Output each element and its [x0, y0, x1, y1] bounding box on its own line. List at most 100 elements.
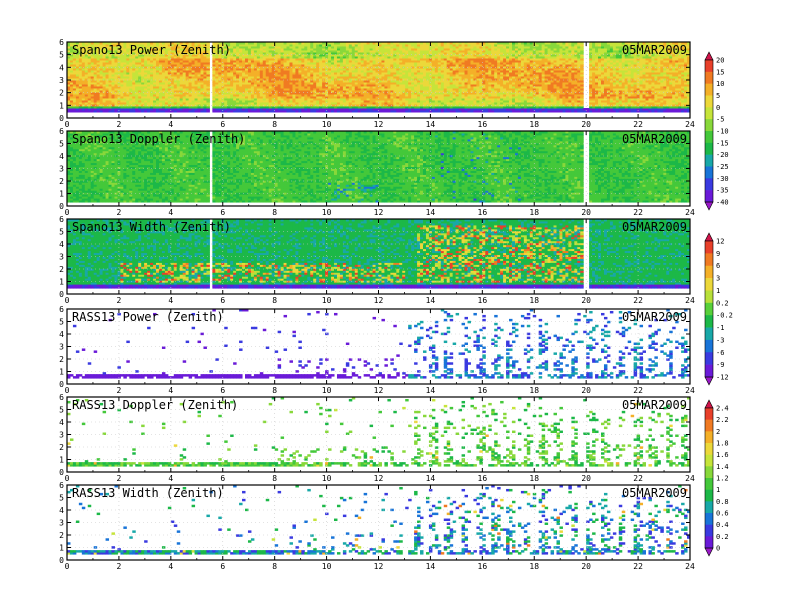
heatmap-cell — [188, 50, 193, 53]
heatmap-cell — [339, 98, 344, 101]
heatmap-cell — [336, 84, 341, 87]
heatmap-cell — [387, 72, 391, 75]
heatmap-cell — [99, 94, 104, 97]
heatmap-cell — [390, 44, 394, 47]
heatmap-cell — [363, 94, 368, 97]
heatmap-cell — [135, 74, 139, 77]
heatmap-cell — [425, 56, 430, 59]
heatmap-cell — [482, 104, 486, 107]
heatmap-cell — [78, 66, 83, 69]
heatmap-cell — [253, 76, 258, 79]
heatmap-cell — [212, 106, 216, 109]
heatmap-cell — [369, 96, 374, 99]
heatmap-cell — [274, 66, 279, 69]
heatmap-cell — [399, 72, 403, 75]
heatmap-cell — [360, 64, 365, 67]
heatmap-cell — [319, 50, 323, 53]
heatmap-cell — [102, 58, 107, 61]
heatmap-cell — [203, 78, 207, 81]
heatmap-cell — [458, 74, 463, 77]
heatmap-cell — [144, 50, 148, 53]
heatmap-cell — [111, 60, 115, 63]
heatmap-cell — [69, 54, 74, 57]
heatmap-cell — [144, 92, 148, 95]
heatmap-cell — [488, 48, 492, 51]
heatmap-cell — [132, 110, 136, 113]
heatmap-cell — [354, 90, 359, 93]
heatmap-cell — [147, 106, 151, 109]
heatmap-cell — [304, 78, 308, 81]
heatmap-cell — [375, 48, 379, 51]
heatmap-cell — [179, 44, 184, 47]
heatmap-cell — [286, 90, 290, 93]
heatmap-cell — [212, 42, 216, 45]
heatmap-cell — [431, 104, 436, 107]
heatmap-cell — [84, 104, 89, 107]
heatmap-cell — [250, 102, 255, 105]
heatmap-cell — [197, 82, 201, 85]
heatmap-cell — [482, 72, 486, 75]
heatmap-cell — [423, 78, 427, 81]
heatmap-cell — [328, 100, 332, 103]
heatmap-cell — [144, 62, 148, 65]
heatmap-cell — [360, 102, 365, 105]
heatmap-cell — [316, 84, 320, 87]
heatmap-cell — [277, 96, 282, 99]
heatmap-cell — [342, 94, 347, 97]
heatmap-cell — [431, 72, 436, 75]
heatmap-cell — [488, 90, 492, 93]
heatmap-cell — [411, 90, 415, 93]
heatmap-cell — [313, 106, 317, 109]
heatmap-cell — [298, 106, 302, 109]
heatmap-cell — [328, 94, 332, 97]
heatmap-cell — [334, 80, 338, 83]
heatmap-cell — [253, 102, 258, 105]
heatmap-cell — [336, 90, 341, 93]
heatmap-cell — [102, 88, 107, 91]
heatmap-cell — [428, 98, 433, 101]
heatmap-cell — [414, 90, 418, 93]
heatmap-cell — [164, 50, 169, 53]
heatmap-cell — [289, 56, 293, 59]
heatmap-cell — [316, 76, 320, 79]
heatmap-cell — [313, 110, 317, 113]
heatmap-cell — [488, 60, 492, 63]
heatmap-cell — [242, 74, 246, 77]
heatmap-cell — [150, 86, 154, 89]
heatmap-cell — [307, 92, 311, 95]
heatmap-cell — [491, 108, 495, 111]
heatmap-cell — [381, 80, 385, 83]
heatmap-cell — [126, 90, 130, 93]
heatmap-cell — [239, 66, 243, 69]
heatmap-cell — [233, 82, 237, 85]
heatmap-cell — [156, 80, 160, 83]
heatmap-cell — [191, 108, 196, 111]
heatmap-cell — [221, 88, 225, 91]
heatmap-cell — [117, 98, 121, 101]
heatmap-cell — [271, 110, 276, 113]
heatmap-cell — [425, 50, 430, 53]
heatmap-cell — [360, 42, 365, 45]
heatmap-cell — [348, 62, 353, 65]
heatmap-cell — [87, 94, 92, 97]
heatmap-cell — [345, 102, 350, 105]
heatmap-cell — [334, 92, 338, 95]
heatmap-cell — [126, 52, 130, 55]
heatmap-cell — [301, 60, 305, 63]
heatmap-cell — [96, 102, 101, 105]
heatmap-cell — [354, 62, 359, 65]
heatmap-cell — [224, 80, 228, 83]
heatmap-cell — [425, 68, 430, 71]
heatmap-cell — [351, 68, 356, 71]
heatmap-cell — [322, 68, 326, 71]
heatmap-cell — [479, 110, 483, 113]
heatmap-cell — [283, 106, 288, 109]
heatmap-cell — [81, 90, 86, 93]
heatmap-cell — [301, 64, 305, 67]
heatmap-cell — [123, 64, 127, 67]
heatmap-cell — [455, 56, 460, 59]
heatmap-cell — [434, 102, 439, 105]
heatmap-cell — [227, 42, 231, 45]
heatmap-cell — [120, 80, 124, 83]
heatmap-cell — [99, 72, 104, 75]
